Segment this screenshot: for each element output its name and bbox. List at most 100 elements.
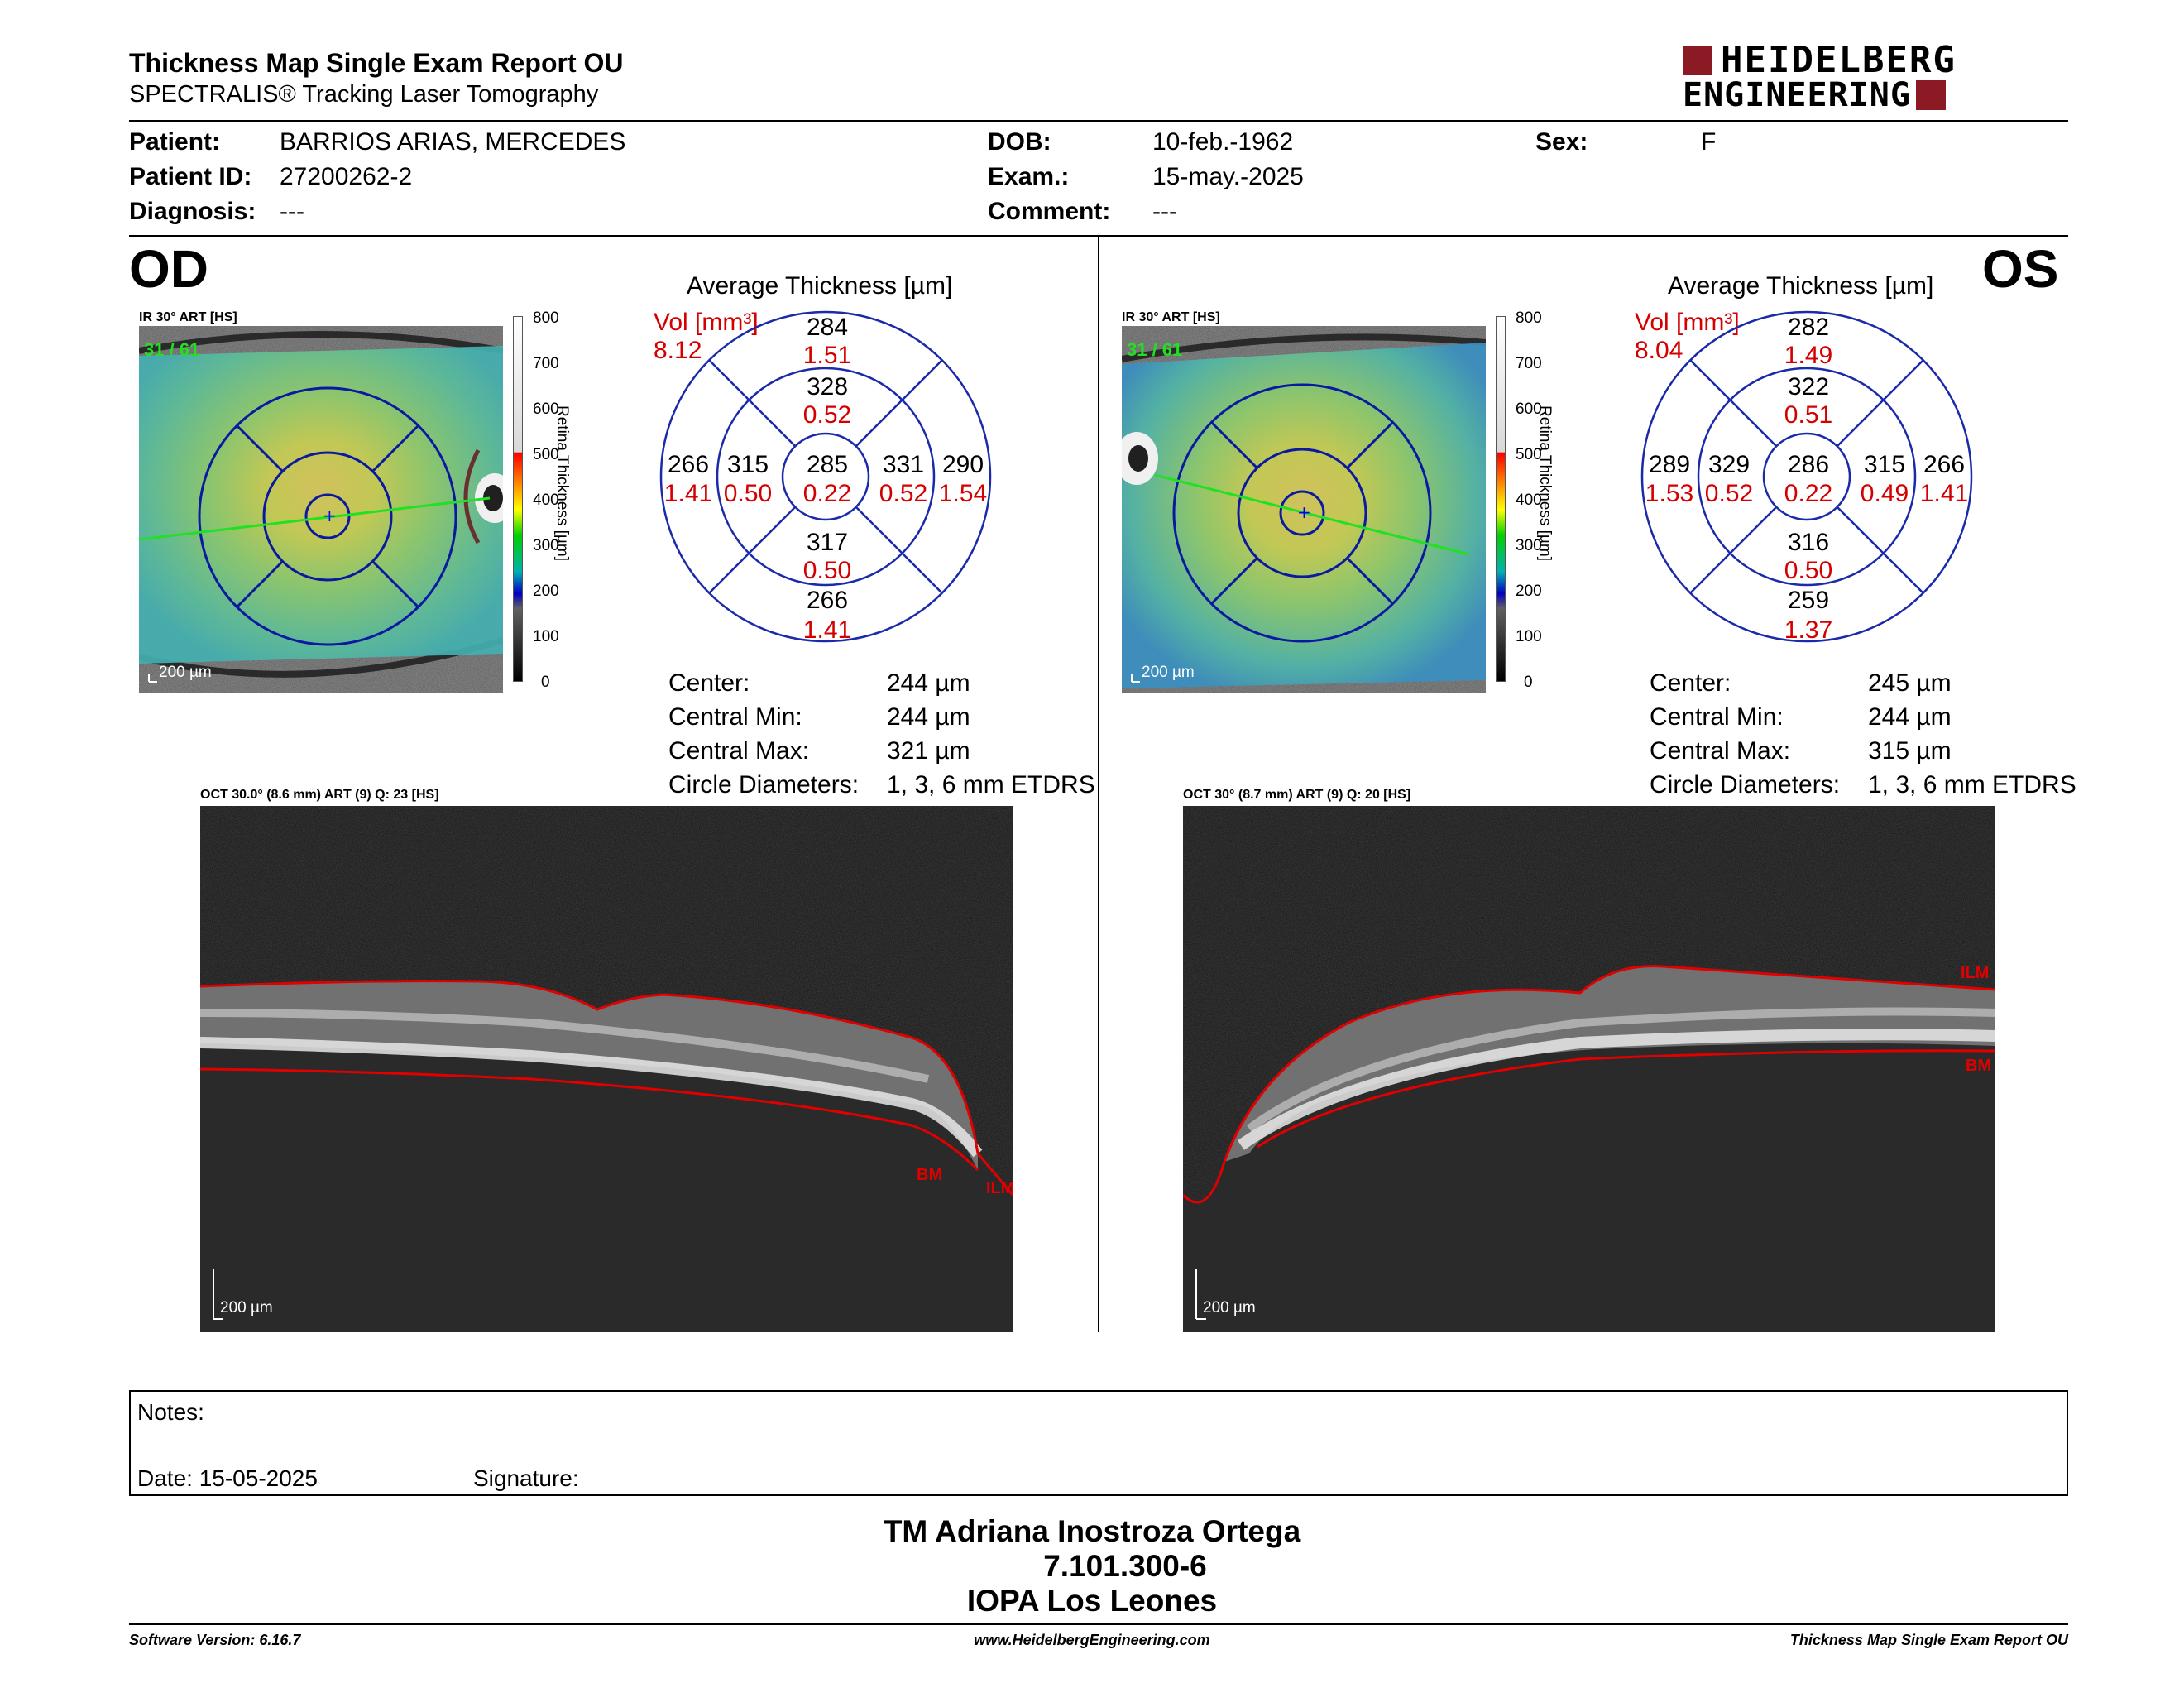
os-bm-line xyxy=(1257,1049,1995,1149)
os-frame-label: 31 / 61 xyxy=(1127,339,1182,360)
os-colorbar-ticks: 800 700 600 500 400 300 200 100 0 xyxy=(1506,309,1542,691)
os-oct-bscan: ILM BM 200 µm xyxy=(1183,806,1995,1332)
colorbar-tick: 600 xyxy=(533,400,559,418)
report-subtitle: SPECTRALIS® Tracking Laser Tomography xyxy=(129,81,599,108)
os-diam-value: 1, 3, 6 mm ETDRS xyxy=(1868,771,2076,798)
os-temporal-inner-thickness: 329 xyxy=(1707,451,1751,478)
od-diam-label: Circle Diameters: xyxy=(668,771,860,798)
colorbar-tick: 400 xyxy=(533,492,559,509)
os-vol-label: Vol [mm³] xyxy=(1635,309,1740,336)
svg-text:+: + xyxy=(323,506,337,525)
os-sup-inner-thickness: 322 xyxy=(1787,373,1830,400)
os-scale-label: 200 µm xyxy=(1142,664,1195,681)
os-temporal-inner-volume: 0.52 xyxy=(1704,480,1754,507)
footer-report: Thickness Map Single Exam Report OU xyxy=(1789,1632,2068,1648)
center-divider xyxy=(1098,237,1099,1332)
signer-institution: IOPA Los Leones xyxy=(966,1584,1218,1618)
footer-software: Software Version: 6.16.7 xyxy=(129,1632,301,1648)
od-ir-label: IR 30° ART [HS] xyxy=(139,310,237,324)
od-center-thickness: 285 xyxy=(806,451,849,478)
os-ilm-line xyxy=(1183,965,1995,1204)
os-etdrs-grid xyxy=(1640,310,1973,643)
os-inf-outer-thickness: 259 xyxy=(1787,587,1830,614)
od-temporal-outer-volume: 1.54 xyxy=(938,480,988,507)
od-nasal-outer-thickness: 266 xyxy=(667,451,710,478)
comment-label: Comment: xyxy=(988,198,1111,225)
sex-value: F xyxy=(1701,128,1717,156)
os-colorbar-title: Retina Thickness [µm] xyxy=(1536,405,1554,561)
colorbar-tick: 300 xyxy=(1516,537,1542,554)
od-nasal-inner-thickness: 315 xyxy=(726,451,769,478)
os-temporal-outer-thickness: 289 xyxy=(1648,451,1691,478)
logo-square-icon xyxy=(1683,46,1712,75)
os-colorbar xyxy=(1496,316,1506,682)
os-vol-total: 8.04 xyxy=(1635,337,1684,364)
colorbar-tick: 100 xyxy=(1516,628,1542,645)
os-nasal-inner-thickness: 315 xyxy=(1863,451,1906,478)
os-nasal-outer-volume: 1.41 xyxy=(1919,480,1969,507)
od-inf-inner-volume: 0.50 xyxy=(802,557,852,584)
od-oct-bscan: ILM BM 200 µm xyxy=(200,806,1013,1332)
sex-label: Sex: xyxy=(1535,128,1588,156)
colorbar-tick: 800 xyxy=(533,309,559,327)
os-center-label: Center: xyxy=(1650,669,1731,697)
os-nasal-inner-volume: 0.49 xyxy=(1860,480,1909,507)
dob-value: 10-feb.-1962 xyxy=(1152,128,1294,156)
od-temporal-inner-volume: 0.52 xyxy=(879,480,928,507)
os-center-thickness: 286 xyxy=(1787,451,1830,478)
od-nasal-inner-volume: 0.50 xyxy=(723,480,773,507)
colorbar-tick: 0 xyxy=(1524,674,1533,691)
colorbar-tick: 0 xyxy=(541,674,550,691)
exam-label: Exam.: xyxy=(988,163,1070,190)
notes-box[interactable]: Notes: Date: 15-05-2025 Signature: xyxy=(129,1390,2068,1496)
od-center-label: Center: xyxy=(668,669,750,697)
colorbar-tick: 700 xyxy=(533,355,559,372)
colorbar-tick: 500 xyxy=(1516,446,1542,463)
date-label: Date: 15-05-2025 xyxy=(137,1465,318,1491)
diagnosis-value: --- xyxy=(280,198,304,225)
od-sup-outer-volume: 1.51 xyxy=(802,342,852,369)
svg-text:+: + xyxy=(1297,502,1311,522)
od-thickness-overlay xyxy=(139,346,503,664)
report-title: Thickness Map Single Exam Report OU xyxy=(129,48,624,78)
os-inf-outer-volume: 1.37 xyxy=(1784,616,1833,644)
od-sup-outer-thickness: 284 xyxy=(806,314,849,341)
os-cmax-value: 315 µm xyxy=(1868,737,1952,765)
od-vol-label: Vol [mm³] xyxy=(654,309,759,336)
footer-divider xyxy=(129,1623,2068,1625)
od-vol-total: 8.12 xyxy=(654,337,702,364)
od-ilm-label: ILM xyxy=(986,1179,1013,1197)
os-sup-inner-volume: 0.51 xyxy=(1784,401,1833,429)
footer-website[interactable]: www.HeidelbergEngineering.com xyxy=(974,1632,1210,1648)
signer-name: TM Adriana Inostroza Ortega xyxy=(883,1514,1301,1548)
od-diam-value: 1, 3, 6 mm ETDRS xyxy=(887,771,1095,798)
notes-label: Notes: xyxy=(137,1399,204,1425)
od-colorbar-title: Retina Thickness [µm] xyxy=(553,405,571,561)
colorbar-tick: 700 xyxy=(1516,355,1542,372)
od-cmin-label: Central Min: xyxy=(668,703,802,731)
od-eye-label: OD xyxy=(129,239,208,299)
od-sup-inner-volume: 0.52 xyxy=(802,401,852,429)
colorbar-tick: 500 xyxy=(533,446,559,463)
patient-id: 27200262-2 xyxy=(280,163,413,190)
os-inf-inner-thickness: 316 xyxy=(1787,529,1830,556)
logo-line1: HEIDELBERG xyxy=(1721,39,1956,81)
od-bm-label: BM xyxy=(917,1166,942,1184)
od-inf-outer-thickness: 266 xyxy=(806,587,849,614)
od-frame-label: 31 / 61 xyxy=(144,339,199,360)
logo-line2: ENGINEERING xyxy=(1683,76,1911,114)
os-grid-title: Average Thickness [µm] xyxy=(1668,272,1934,300)
patient-name: BARRIOS ARIAS, MERCEDES xyxy=(280,128,626,156)
colorbar-tick: 400 xyxy=(1516,492,1542,509)
od-inf-outer-volume: 1.41 xyxy=(802,616,852,644)
os-sup-outer-thickness: 282 xyxy=(1787,314,1830,341)
od-nasal-outer-volume: 1.41 xyxy=(663,480,713,507)
colorbar-tick: 800 xyxy=(1516,309,1542,327)
os-cmin-label: Central Min: xyxy=(1650,703,1784,731)
od-temporal-outer-thickness: 290 xyxy=(941,451,984,478)
dob-label: DOB: xyxy=(988,128,1051,156)
header-divider xyxy=(129,120,2068,122)
patient-label: Patient: xyxy=(129,128,221,156)
os-cmax-label: Central Max: xyxy=(1650,737,1791,765)
os-nasal-outer-thickness: 266 xyxy=(1923,451,1966,478)
